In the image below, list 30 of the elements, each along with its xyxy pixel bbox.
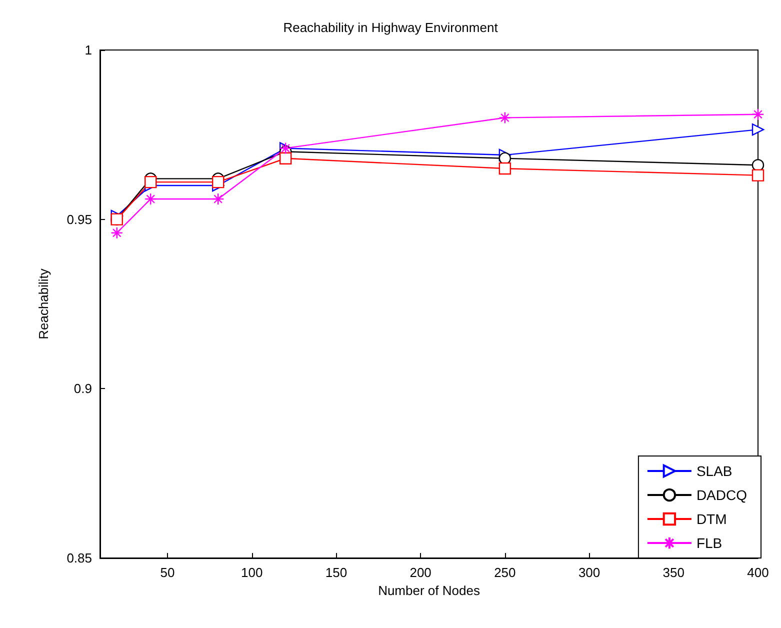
y-tick-label: 0.95 bbox=[66, 212, 92, 227]
x-tick-label: 200 bbox=[410, 565, 432, 580]
y-tick-label: 1 bbox=[84, 42, 92, 58]
legend-label: SLAB bbox=[696, 463, 732, 479]
point bbox=[212, 176, 224, 188]
point bbox=[752, 123, 764, 136]
y-tick-label: 0.85 bbox=[66, 550, 92, 566]
y-tick-label: 0.9 bbox=[74, 381, 92, 396]
point bbox=[498, 162, 512, 175]
chart-title: Reachability in Highway Environment bbox=[283, 20, 498, 35]
x-tick-label: 250 bbox=[494, 565, 516, 580]
y-axis-title: Reachability bbox=[36, 268, 51, 340]
point bbox=[212, 192, 224, 206]
point bbox=[144, 176, 157, 188]
point bbox=[110, 226, 123, 239]
legend-label: FLB bbox=[696, 535, 722, 551]
point bbox=[752, 108, 764, 120]
legend-label: DADCQ bbox=[696, 487, 748, 503]
x-tick-label: 400 bbox=[747, 565, 769, 580]
point bbox=[144, 192, 157, 206]
x-tick-label: 100 bbox=[240, 565, 263, 580]
x-axis-title: Number of Nodes bbox=[378, 582, 480, 598]
x-tick-label: 50 bbox=[160, 565, 175, 580]
point bbox=[752, 169, 764, 182]
point bbox=[498, 112, 512, 124]
x-tick-label: 350 bbox=[662, 565, 684, 580]
x-tick-label: 150 bbox=[325, 565, 348, 580]
point bbox=[279, 152, 292, 164]
legend-label: DTM bbox=[696, 511, 727, 527]
x-tick-label: 300 bbox=[578, 565, 600, 580]
